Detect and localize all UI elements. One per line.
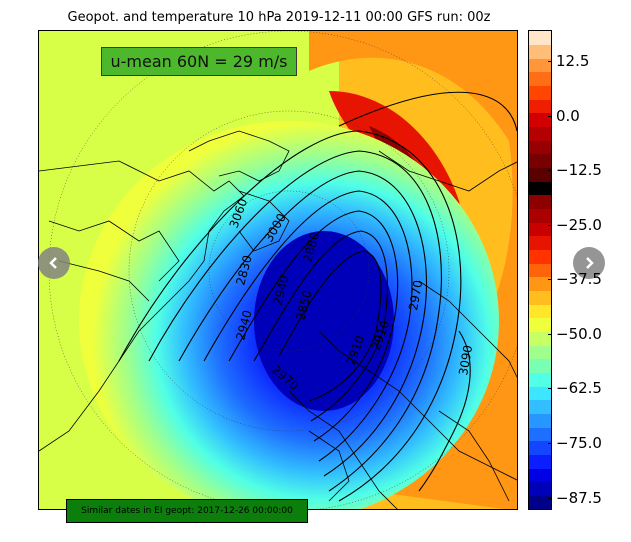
colorbar-segment <box>529 454 551 469</box>
colorbar-segment <box>529 235 551 250</box>
colorbar-segment <box>529 140 551 155</box>
colorbar-tick-label: 0.0 <box>556 107 580 125</box>
colorbar-segment <box>529 413 551 428</box>
colorbar-segment <box>529 495 551 509</box>
colorbar-tick-label: −75.0 <box>556 434 602 452</box>
colorbar-tick-label: −12.5 <box>556 161 602 179</box>
colorbar-segment <box>529 44 551 59</box>
contour-label: 3090 <box>456 344 475 377</box>
chevron-left-icon <box>49 257 57 269</box>
colorbar-tick-label: −62.5 <box>556 379 602 397</box>
colorbar-tick <box>548 388 552 389</box>
colorbar-segment <box>529 153 551 169</box>
map-panel: 3060 3000 2880 2830 2940 2970 3090 2850 … <box>38 30 518 510</box>
chart-title: Geopot. and temperature 10 hPa 2019-12-1… <box>67 10 491 25</box>
colorbar-tick-label: −87.5 <box>556 489 602 507</box>
vortex-core <box>254 231 394 411</box>
colorbar-segment <box>529 126 551 141</box>
colorbar-segment <box>529 85 551 100</box>
temperature-geopotential-map: 3060 3000 2880 2830 2940 2970 3090 2850 … <box>39 31 517 509</box>
colorbar-segment <box>529 290 551 305</box>
chevron-right-icon <box>586 257 594 269</box>
colorbar-tick <box>548 170 552 171</box>
colorbar-tick <box>548 279 552 280</box>
colorbar <box>528 30 552 510</box>
colorbar-segment <box>529 427 551 442</box>
colorbar-tick <box>548 225 552 226</box>
colorbar-segment <box>529 194 551 210</box>
colorbar-segment <box>529 276 551 291</box>
colorbar-segment <box>529 181 551 196</box>
similar-dates-label: Similar dates in EI geopt: 2017-12-26 00… <box>66 499 308 523</box>
colorbar-segment <box>529 399 551 414</box>
colorbar-segment <box>529 440 551 455</box>
colorbar-tick-label: −25.0 <box>556 216 602 234</box>
colorbar-segment <box>529 58 551 73</box>
next-button[interactable] <box>573 247 605 279</box>
contour-label: 2970 <box>406 279 425 312</box>
colorbar-segment <box>529 331 551 346</box>
colorbar-segment <box>529 468 551 483</box>
colorbar-segment <box>529 99 551 114</box>
colorbar-tick <box>548 116 552 117</box>
colorbar-segment <box>529 208 551 223</box>
colorbar-segment <box>529 317 551 332</box>
colorbar-segment <box>529 481 551 496</box>
colorbar-tick <box>548 443 552 444</box>
colorbar-tick-label: −50.0 <box>556 325 602 343</box>
colorbar-segment <box>529 71 551 87</box>
previous-button[interactable] <box>38 247 70 279</box>
colorbar-tick <box>548 334 552 335</box>
colorbar-tick <box>548 61 552 62</box>
colorbar-segment <box>529 31 551 46</box>
colorbar-segment <box>529 112 551 128</box>
colorbar-segment <box>529 372 551 387</box>
u-mean-label: u-mean 60N = 29 m/s <box>101 47 297 76</box>
colorbar-segment <box>529 167 551 182</box>
colorbar-tick-label: 12.5 <box>556 52 590 70</box>
colorbar-tick-label: −37.5 <box>556 270 602 288</box>
colorbar-segment <box>529 249 551 264</box>
coastlines <box>39 130 517 509</box>
colorbar-segment <box>529 345 551 360</box>
colorbar-segment <box>529 386 551 401</box>
colorbar-segment <box>529 222 551 237</box>
colorbar-segment <box>529 263 551 278</box>
colorbar-segment <box>529 304 551 319</box>
colorbar-tick <box>548 498 552 499</box>
geopotential-contours <box>118 91 517 502</box>
colorbar-segment <box>529 358 551 373</box>
